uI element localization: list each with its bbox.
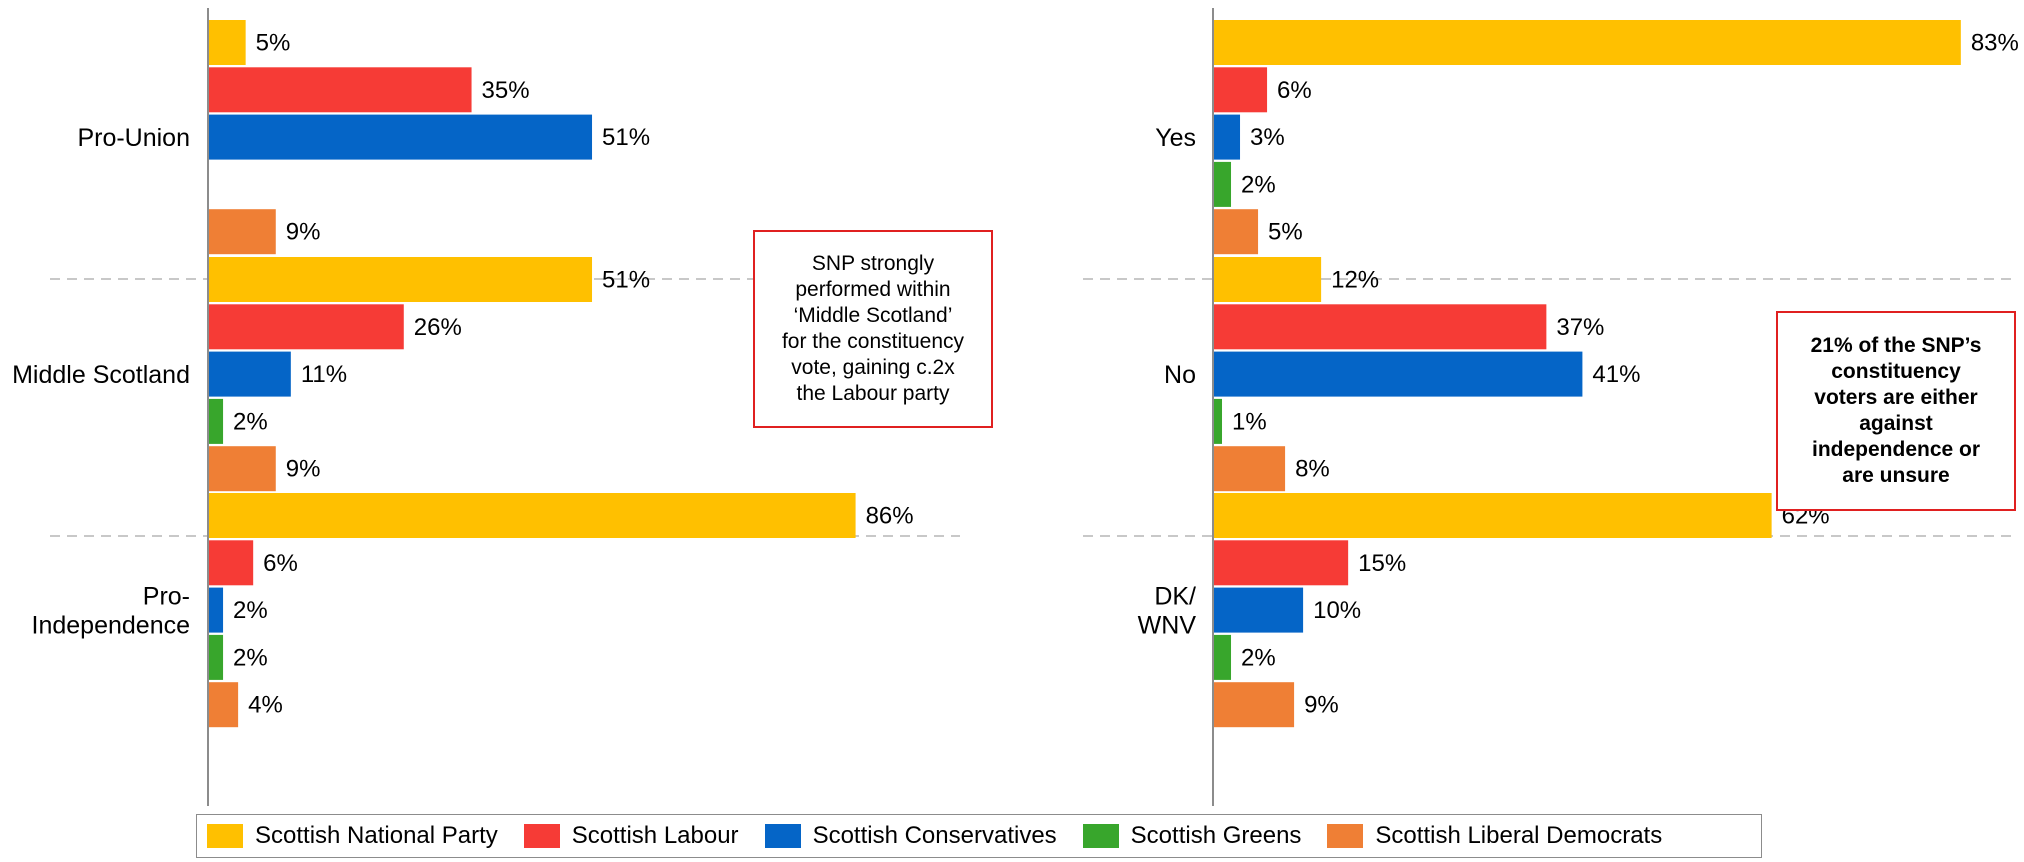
data-label: 2%: [1241, 644, 1276, 671]
data-label: 35%: [482, 77, 530, 104]
data-label: 15%: [1358, 550, 1406, 577]
category-label: Independence: [32, 612, 190, 640]
bar: [208, 67, 472, 113]
category-label: No: [1164, 361, 1196, 389]
bar: [1213, 20, 1961, 65]
bar-chart: 5% 35% 51% 9% Pro-Union 51% 26% 11% 2% 9% Middle S…: [12, 8, 2019, 806]
data-label: 6%: [263, 550, 298, 577]
callout-line: ‘Middle Scotland’: [793, 304, 953, 327]
data-label: 3%: [1250, 124, 1285, 151]
category-label: Yes: [1155, 124, 1196, 152]
callout-line: voters are either: [1814, 386, 1978, 409]
bar: [208, 209, 276, 255]
data-label: 2%: [233, 644, 268, 671]
legend-label: Scottish National Party: [255, 822, 498, 849]
bar: [1213, 304, 1547, 350]
category-label: Middle Scotland: [12, 361, 190, 389]
bar: [1213, 682, 1295, 728]
data-label: 83%: [1971, 30, 2019, 57]
data-label: 5%: [1268, 219, 1303, 246]
bar: [208, 682, 239, 728]
legend-swatch: [207, 824, 243, 848]
legend-label: Scottish Conservatives: [812, 822, 1057, 849]
bar: [208, 634, 224, 680]
bar: [208, 587, 224, 633]
callout-line: independence or: [1811, 438, 1981, 461]
legend-item-labour: Scottish Labour: [523, 822, 739, 850]
legend-swatch: [1082, 824, 1119, 848]
data-label: 51%: [602, 124, 650, 151]
bar: [208, 446, 276, 492]
bar: [208, 351, 291, 397]
legend-swatch: [523, 824, 560, 848]
data-label: 12%: [1331, 267, 1379, 294]
callout-line: constituency: [1831, 360, 1961, 383]
bar: [1213, 114, 1241, 160]
legend-label: Scottish Labour: [571, 822, 739, 849]
bar: [1213, 634, 1232, 680]
callout-line: are unsure: [1842, 464, 1950, 487]
legend-item-snp: Scottish National Party: [207, 822, 498, 850]
data-label: 1%: [1232, 408, 1267, 435]
callout-line: against: [1859, 412, 1933, 435]
legend-label: Scottish Greens: [1130, 822, 1302, 849]
bar: [208, 540, 254, 586]
data-label: 2%: [1241, 171, 1276, 198]
bar: [1213, 493, 1772, 538]
callout-snp-voters: 21% of the SNP’s constituency voters are…: [1776, 311, 2016, 511]
bar: [1213, 540, 1349, 586]
bar: [1213, 257, 1322, 302]
category-label: WNV: [1138, 612, 1197, 640]
data-label: 9%: [286, 456, 321, 483]
data-label: 2%: [233, 408, 268, 435]
data-label: 4%: [248, 692, 283, 719]
bar: [208, 398, 224, 444]
category-label: Pro-: [143, 583, 190, 611]
bar: [1213, 67, 1268, 113]
bar: [1213, 398, 1223, 444]
bar: [208, 114, 593, 160]
bar: [1213, 161, 1232, 207]
bar: [1213, 446, 1286, 492]
legend-swatch: [1327, 824, 1364, 848]
data-label: 11%: [301, 361, 347, 388]
callout-line: performed within: [795, 278, 951, 301]
data-label: 26%: [414, 314, 462, 341]
callout-line: 21% of the SNP’s: [1810, 334, 1982, 357]
category-label: Pro-Union: [77, 124, 190, 152]
callout-line: SNP strongly: [811, 252, 935, 275]
data-label: 37%: [1556, 314, 1604, 341]
data-label: 10%: [1313, 597, 1361, 624]
data-label: 9%: [1304, 692, 1339, 719]
bar: [1213, 351, 1583, 397]
data-label: 41%: [1592, 361, 1640, 388]
data-label: 5%: [256, 30, 291, 57]
callout-line: the Labour party: [796, 382, 950, 405]
bar: [1213, 587, 1304, 633]
bar: [1213, 209, 1259, 255]
callout-line: vote, gaining c.2x: [791, 356, 955, 379]
data-label: 8%: [1295, 456, 1330, 483]
bar: [208, 493, 856, 538]
callout-middle-scotland: SNP strongly performed within ‘Middle Sc…: [753, 230, 993, 428]
callout-line: for the constituency: [781, 330, 965, 353]
data-label: 86%: [866, 503, 914, 530]
data-label: 6%: [1277, 77, 1312, 104]
data-label: 51%: [602, 267, 650, 294]
legend: Scottish National Party Scottish Labour …: [196, 814, 1762, 858]
legend-item-conservatives: Scottish Conservatives: [764, 822, 1057, 850]
bar: [208, 257, 593, 302]
bar: [208, 304, 404, 350]
bar: [208, 20, 246, 65]
legend-swatch: [764, 824, 801, 848]
legend-label: Scottish Liberal Democrats: [1375, 822, 1663, 849]
data-label: 2%: [233, 597, 268, 624]
legend-item-greens: Scottish Greens: [1082, 822, 1302, 850]
category-label: DK/: [1154, 583, 1196, 611]
data-label: 9%: [286, 219, 321, 246]
legend-item-libdems: Scottish Liberal Democrats: [1327, 822, 1662, 850]
